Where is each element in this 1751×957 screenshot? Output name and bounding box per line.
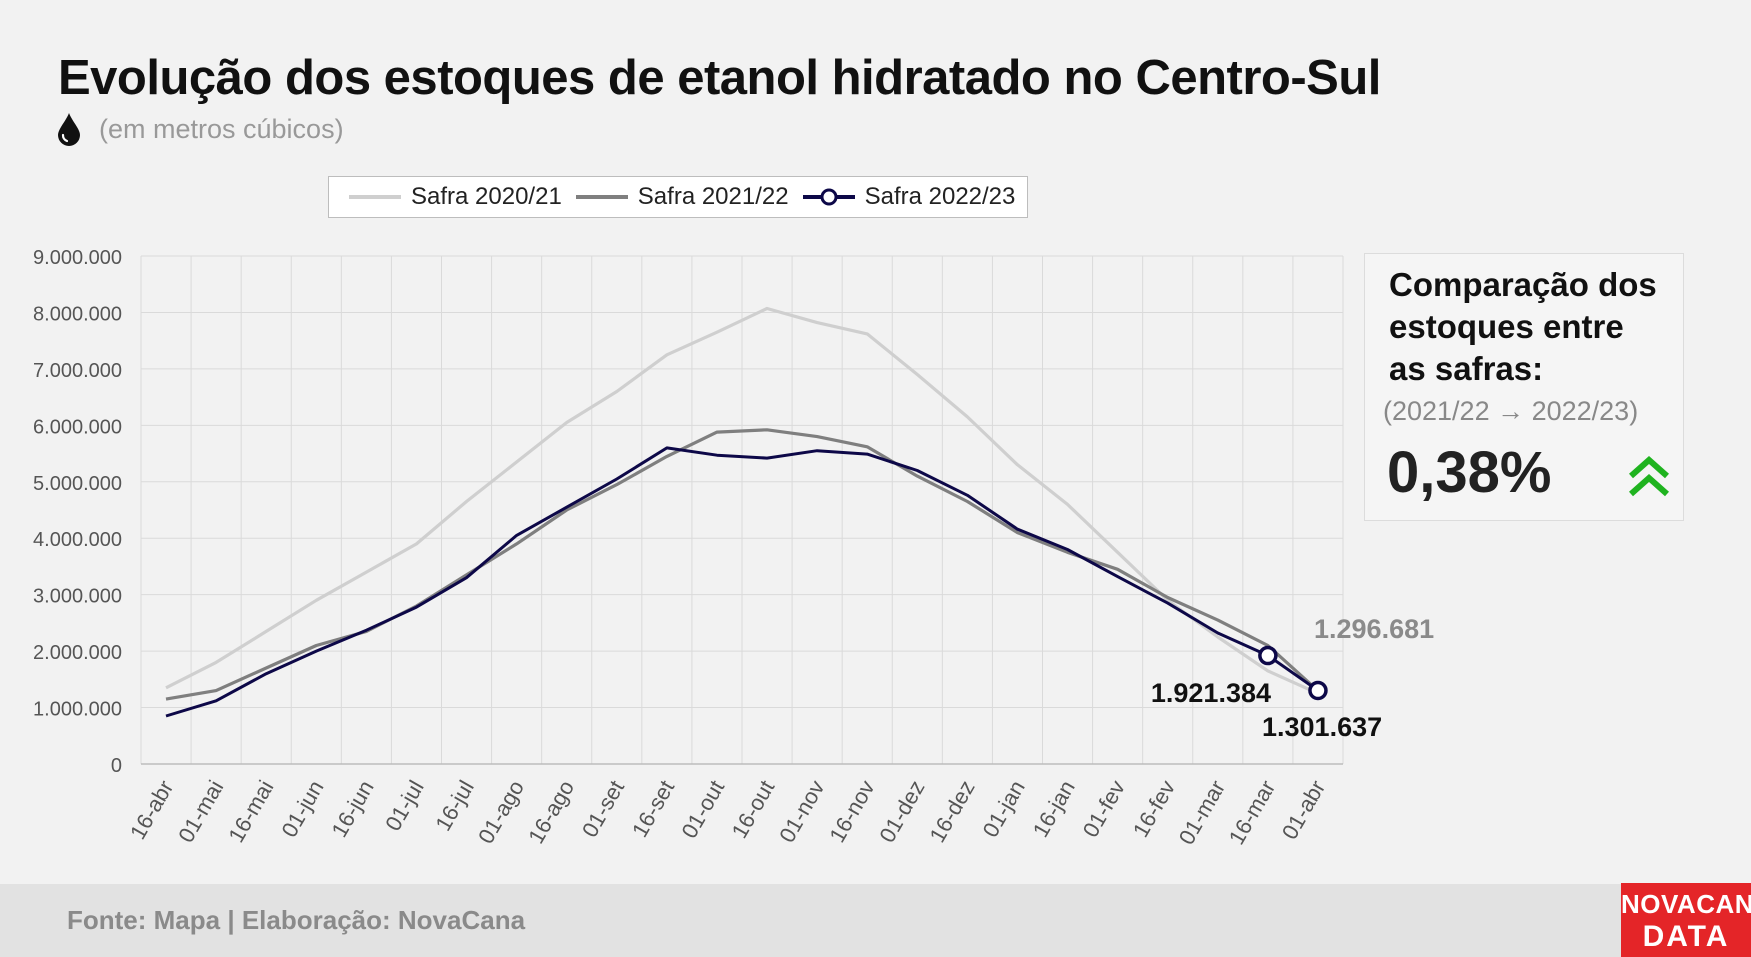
x-tick-label: 01-fev: [1078, 776, 1130, 841]
brand-line-2: DATA: [1642, 920, 1730, 953]
legend-label-2020-21: Safra 2020/21: [411, 183, 562, 210]
x-tick-label: 01-out: [676, 776, 729, 843]
drop-icon: [58, 113, 80, 146]
x-tick-label: 16-jan: [1028, 776, 1080, 841]
subtitle-row: (em metros cúbicos): [57, 112, 344, 146]
x-tick-label: 01-mar: [1174, 776, 1230, 849]
x-tick-label: 16-ago: [523, 776, 579, 848]
x-tick-label: 01-set: [577, 776, 629, 841]
legend-item-2020-21: Safra 2020/21: [347, 183, 562, 211]
y-tick-label: 2.000.000: [33, 642, 122, 664]
legend-item-2022-23: Safra 2022/23: [801, 183, 1016, 211]
series-line: [165, 306, 1319, 695]
comparison-box: Comparação dos estoques entre as safras:…: [1364, 253, 1684, 521]
brand-line-1: NOVACANA: [1621, 889, 1751, 919]
x-tick-label: 01-mai: [173, 776, 228, 847]
x-tick-label: 16-mai: [223, 776, 278, 847]
y-tick-label: 9.000.000: [33, 247, 122, 269]
legend-item-2021-22: Safra 2021/22: [574, 183, 789, 211]
chart-legend: Safra 2020/21 Safra 2021/22 Safra 2022/2…: [328, 176, 1029, 218]
y-tick-label: 6.000.000: [33, 416, 122, 438]
legend-swatch-2022-23: [802, 188, 855, 206]
page-subtitle: (em metros cúbicos): [99, 113, 344, 144]
x-tick-label: 16-out: [727, 776, 780, 843]
y-tick-label: 5.000.000: [33, 473, 122, 495]
x-tick-label: 16-fev: [1128, 776, 1180, 841]
comparison-title: Comparação dos estoques entre as safras:: [1389, 266, 1657, 387]
legend-label-2022-23: Safra 2022/23: [864, 183, 1016, 210]
page-title: Evolução dos estoques de etanol hidratad…: [58, 51, 1381, 105]
y-tick-label: 4.000.000: [33, 529, 122, 551]
x-tick-label: 16-abr: [125, 776, 178, 844]
y-tick-label: 7.000.000: [33, 360, 122, 382]
x-tick-label: 01-jan: [978, 776, 1030, 841]
double-chevron-up-icon: [1629, 455, 1669, 497]
comparison-period: (2021/22 → 2022/23): [1383, 396, 1639, 426]
comparison-value: 0,38%: [1387, 440, 1552, 505]
x-tick-label: 01-ago: [473, 776, 529, 848]
data-label: 1.296.681: [1314, 614, 1434, 644]
data-label: 1.921.384: [1151, 678, 1271, 708]
x-tick-label: 16-set: [627, 776, 679, 841]
y-tick-label: 8.000.000: [33, 303, 122, 325]
x-tick-label: 16-jul: [430, 776, 479, 835]
data-point-marker: [1258, 645, 1278, 666]
x-tick-label: 01-jul: [380, 776, 429, 835]
x-tick-label: 16-dez: [924, 776, 979, 847]
footer-source: Fonte: Mapa | Elaboração: NovaCana: [67, 905, 526, 935]
x-tick-label: 16-nov: [824, 776, 879, 847]
data-label: 1.301.637: [1262, 712, 1382, 742]
x-tick-label: 01-jun: [276, 776, 328, 841]
y-tick-label: 0: [111, 755, 122, 777]
y-tick-label: 3.000.000: [33, 586, 122, 608]
novacana-logo: NOVACANA DATA: [1621, 883, 1751, 957]
series-line: [165, 446, 1319, 718]
x-tick-label: 16-jun: [326, 776, 378, 841]
legend-swatch-2021-22: [575, 195, 628, 199]
x-tick-label: 16-mar: [1224, 776, 1280, 849]
data-point-marker: [1308, 680, 1328, 701]
legend-label-2021-22: Safra 2021/22: [637, 183, 789, 210]
line-chart: 0 1.000.000 2.000.000 3.000.000 4.000.000 5.0…: [33, 247, 1434, 849]
x-tick-label: 01-abr: [1277, 776, 1330, 844]
legend-swatch-2020-21: [349, 195, 401, 199]
x-tick-label: 01-dez: [874, 776, 929, 847]
y-tick-label: 1.000.000: [33, 699, 122, 721]
x-tick-label: 01-nov: [774, 776, 829, 847]
footer: Fonte: Mapa | Elaboração: NovaCana: [0, 884, 1751, 957]
